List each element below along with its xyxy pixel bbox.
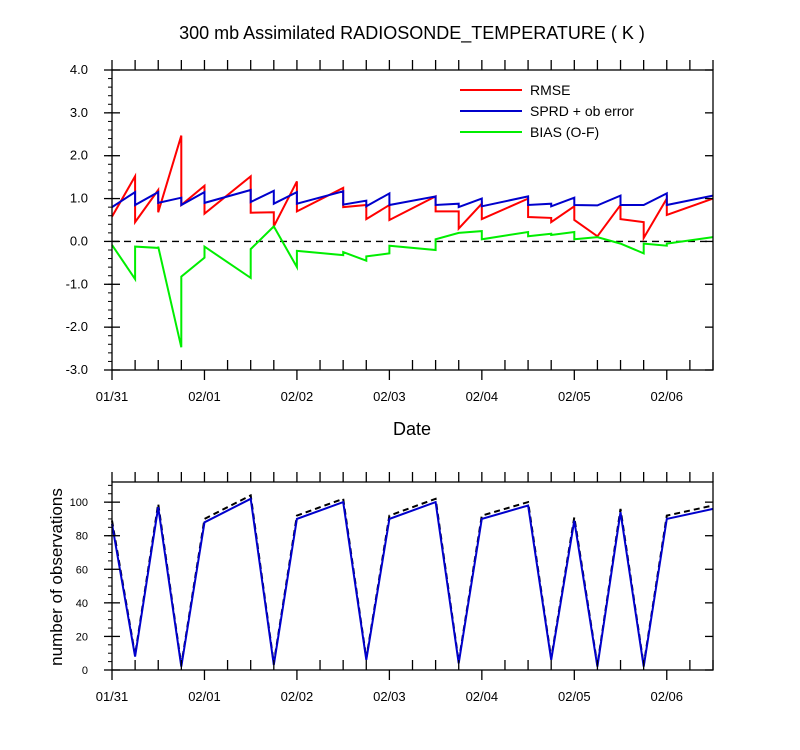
x-tick-label: 02/05 (558, 389, 591, 404)
legend-label-bias-o-f: BIAS (O-F) (530, 124, 599, 140)
x-tick-label: 01/31 (96, 389, 129, 404)
y-tick-label: -3.0 (66, 362, 88, 377)
series-line-bias-o-f (111, 224, 714, 348)
error-chart-panel: 300 mb Assimilated RADIOSONDE_TEMPERATUR… (66, 23, 714, 439)
y-tick-label: 20 (76, 631, 88, 643)
x-tick-label: 02/05 (558, 689, 591, 704)
x-tick-label: 02/04 (466, 389, 499, 404)
x-tick-label: 01/31 (96, 689, 129, 704)
y-axis-label: number of observations (47, 488, 66, 666)
y-tick-label: 3.0 (70, 105, 88, 120)
y-tick-label: -2.0 (66, 319, 88, 334)
series-line-observations-assimilated (111, 497, 714, 667)
y-tick-label: 40 (76, 598, 88, 610)
y-tick-label: 1.0 (70, 191, 88, 206)
y-tick-label: 2.0 (70, 148, 88, 163)
y-tick-label: 0 (82, 665, 88, 677)
chart-title: 300 mb Assimilated RADIOSONDE_TEMPERATUR… (179, 23, 645, 44)
legend-label-rmse: RMSE (530, 82, 570, 98)
y-tick-label: 0.0 (70, 233, 88, 248)
series-line-sprd-ob-error (111, 188, 714, 209)
observations-chart-panel: 0 20 40 60 80 100 01/31 02/01 02/02 02/03 02/04 02/… (47, 472, 714, 704)
legend: RMSE SPRD + ob error BIAS (O-F) (460, 82, 634, 140)
legend-label-sprd-ob-error: SPRD + ob error (530, 103, 634, 119)
x-axis-label: Date (393, 419, 431, 439)
series-line-rmse (111, 135, 714, 242)
x-tick-label: 02/03 (373, 689, 406, 704)
x-tick-label: 02/06 (650, 389, 683, 404)
x-tick-label: 02/02 (281, 689, 314, 704)
x-tick-label: 02/01 (188, 689, 221, 704)
x-tick-label: 02/01 (188, 389, 221, 404)
x-tick-label: 02/03 (373, 389, 406, 404)
y-tick-label: -1.0 (66, 276, 88, 291)
y-tick-label: 100 (70, 497, 88, 509)
y-tick-label: 60 (76, 564, 88, 576)
x-tick-label: 02/04 (466, 689, 499, 704)
x-tick-label: 02/06 (650, 689, 683, 704)
y-tick-label: 4.0 (70, 62, 88, 77)
x-tick-label: 02/02 (281, 389, 314, 404)
y-tick-label: 80 (76, 531, 88, 543)
